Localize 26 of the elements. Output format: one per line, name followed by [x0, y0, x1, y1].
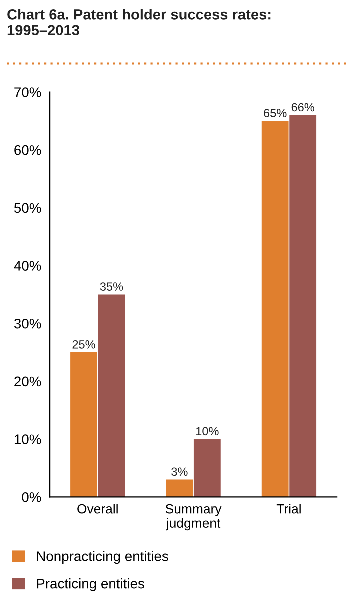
y-tick-label: 10%: [14, 434, 42, 444]
chart-title: Chart 6a. Patent holder success rates: 1995–2013: [8, 9, 271, 36]
y-tick-label: 30%: [14, 318, 42, 329]
y-tick-label: 20%: [14, 376, 42, 387]
bar: [194, 439, 221, 498]
bar: [70, 352, 98, 498]
legend-label: Nonpracticing entities: [37, 551, 168, 564]
data-label: 66%: [292, 103, 314, 112]
data-label: 3%: [172, 468, 188, 476]
legend-label: Practicing entities: [37, 578, 144, 592]
y-tick-label: 50%: [14, 203, 42, 214]
data-label: 25%: [72, 340, 96, 349]
bar: [98, 294, 126, 498]
x-tick-label: Summary judgment: [166, 504, 222, 531]
bar: [290, 115, 317, 498]
bar: [166, 480, 194, 498]
x-tick-label: Overall: [78, 504, 118, 514]
bar: [262, 121, 289, 498]
x-tick-label: Trial: [276, 504, 301, 514]
y-tick-label: 40%: [14, 261, 42, 271]
data-label: 65%: [264, 109, 287, 118]
data-label: 10%: [196, 427, 219, 436]
y-tick-label: 0%: [22, 492, 42, 502]
data-label: 35%: [100, 282, 124, 291]
y-tick-label: 60%: [14, 145, 42, 156]
y-tick-label: 70%: [14, 88, 42, 98]
